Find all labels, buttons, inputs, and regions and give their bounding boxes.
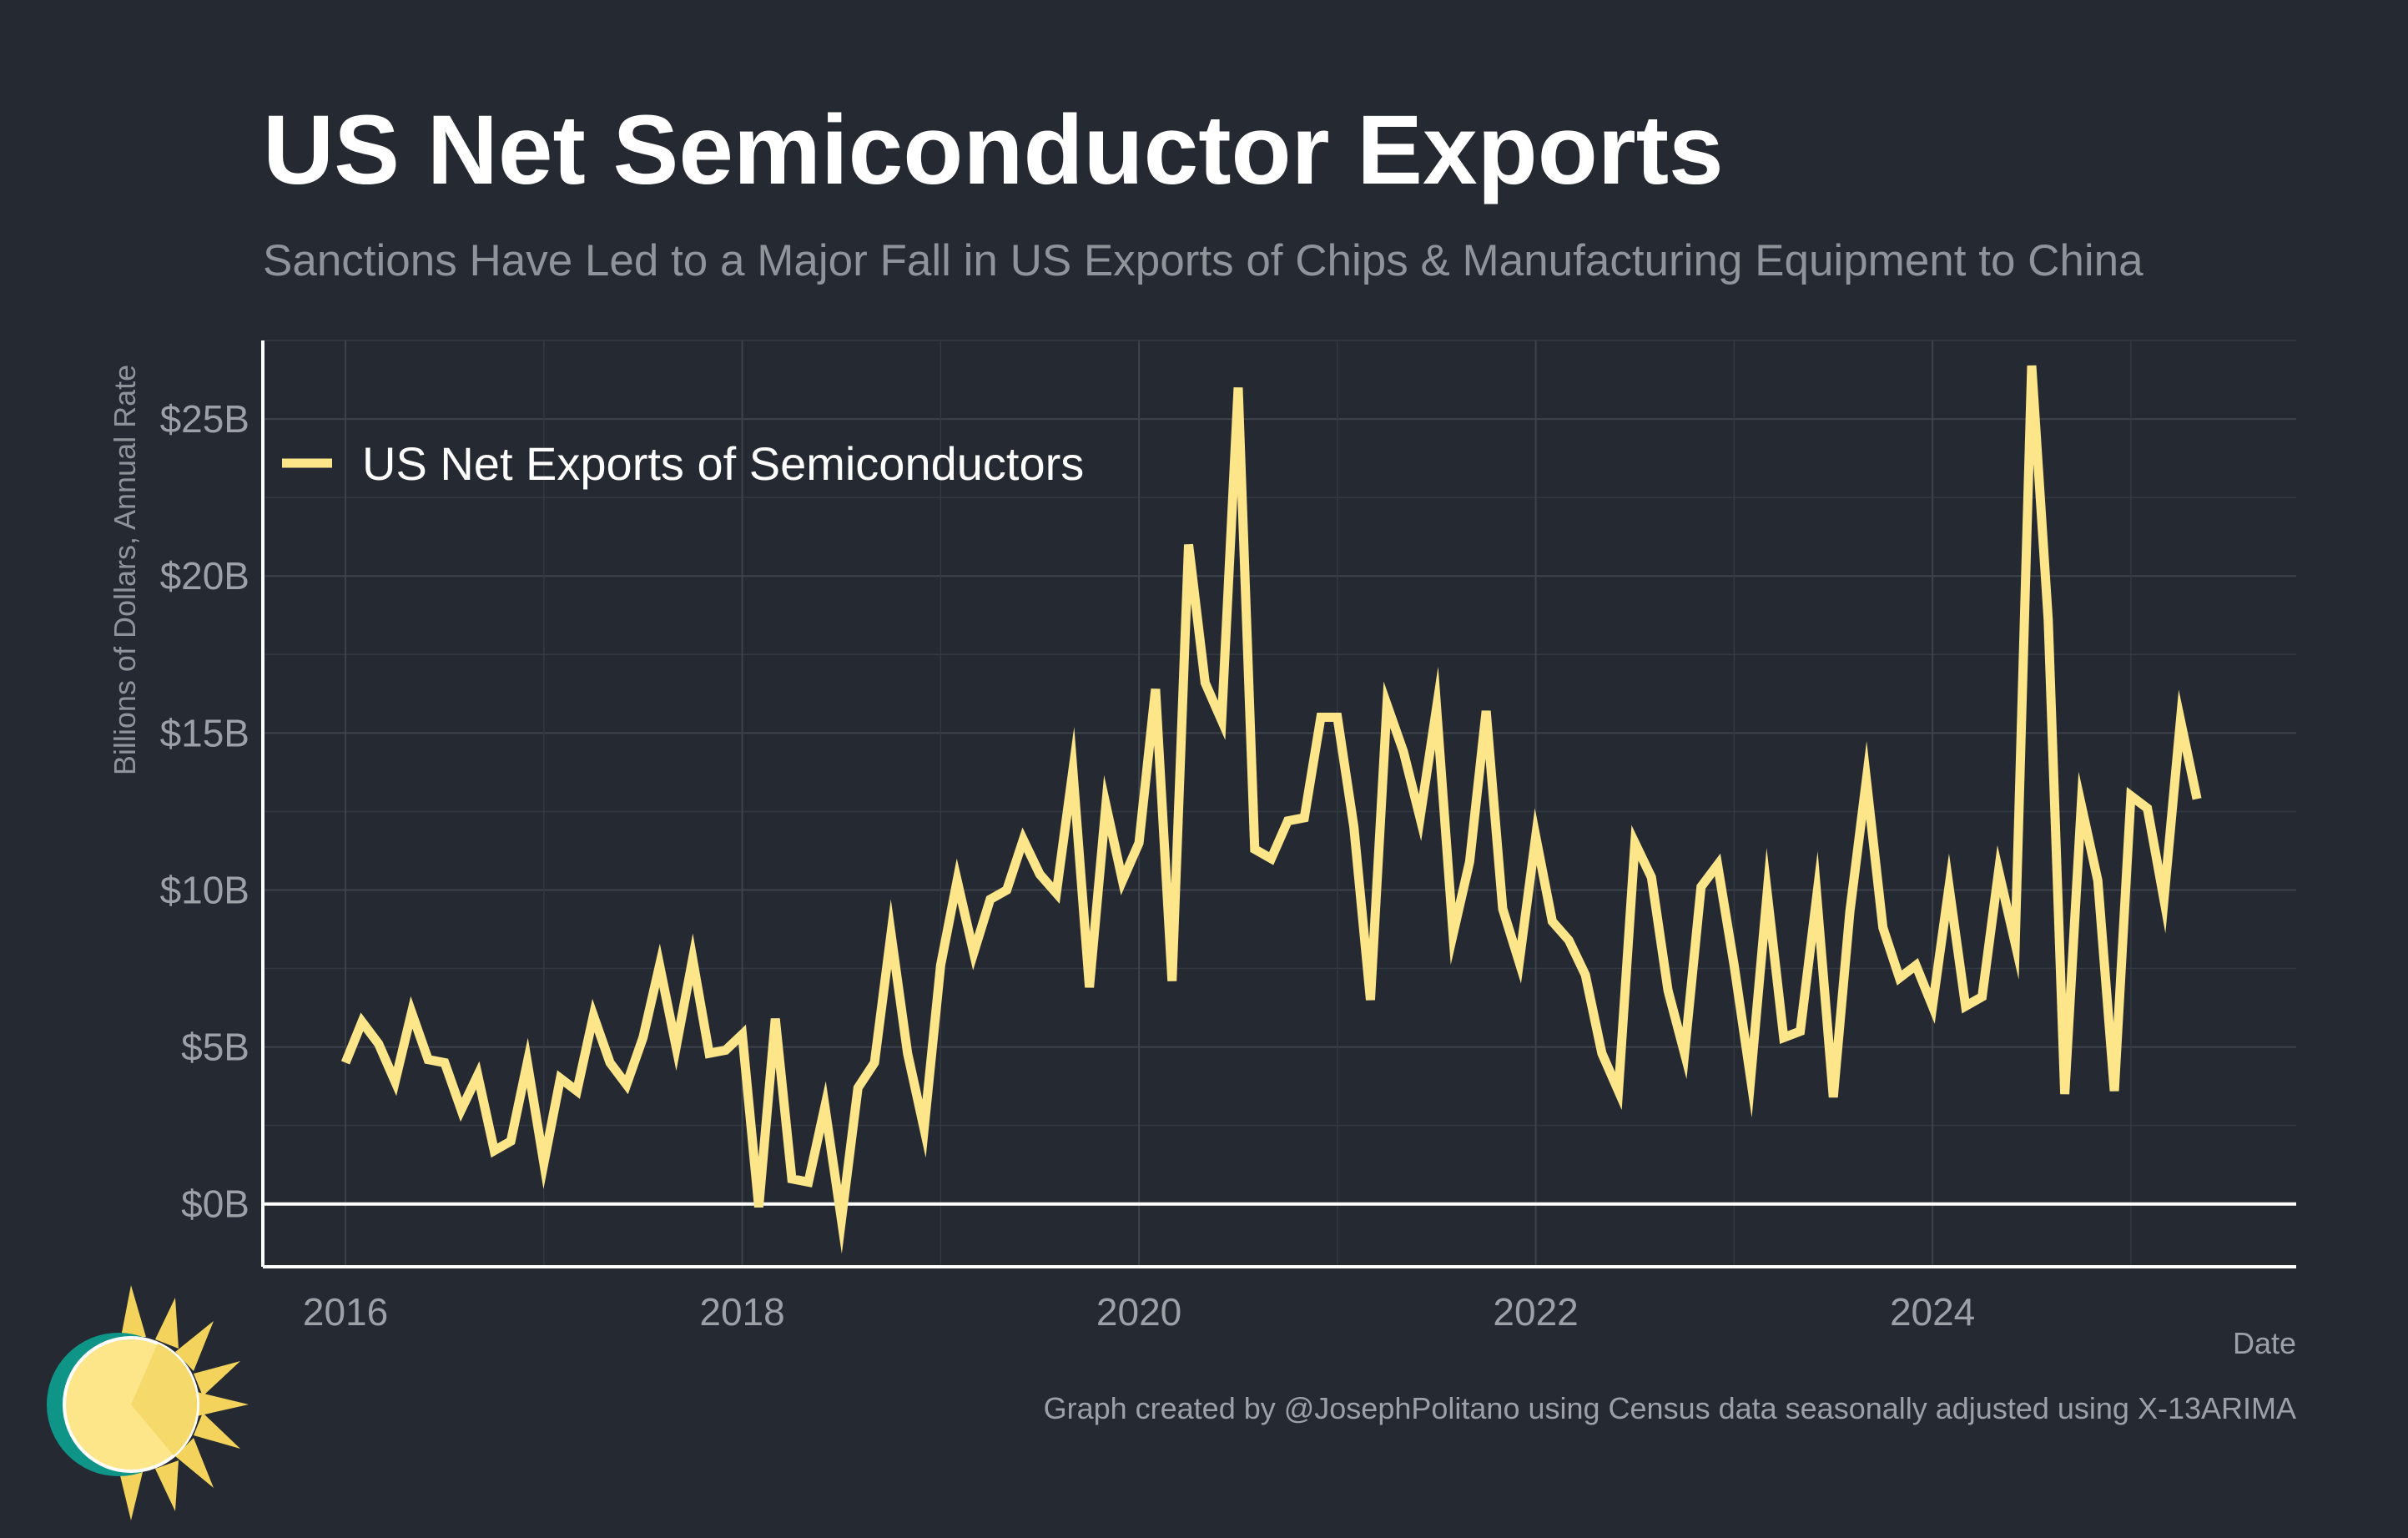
x-tick-label: 2018 (699, 1290, 784, 1334)
tick-labels: $0B $5B $10B $15B $20B $25B 2016 2018 2020 2022 20… (160, 397, 1976, 1334)
chart-title: US Net Semiconductor Exports (263, 95, 1724, 205)
x-tick-label: 2016 (303, 1290, 388, 1334)
chart-subtitle: Sanctions Have Led to a Major Fall in US… (263, 236, 2144, 285)
x-tick-label: 2024 (1890, 1290, 1975, 1334)
series-layer (340, 365, 2202, 1254)
caption: Graph created by @JosephPolitano using C… (1044, 1391, 2296, 1425)
y-tick-label: $25B (160, 397, 249, 441)
legend: US Net Exports of Semiconductors (282, 437, 1084, 490)
x-axis-title: Date (2233, 1326, 2296, 1360)
legend-label: US Net Exports of Semiconductors (362, 437, 1084, 490)
y-tick-label: $0B (181, 1182, 249, 1226)
y-tick-label: $5B (181, 1026, 249, 1069)
y-tick-label: $20B (160, 554, 249, 598)
axes (261, 340, 2296, 1268)
series-line-0 (340, 365, 2202, 1254)
y-axis-title: Billions of Dollars, Annual Rate (108, 365, 142, 775)
x-tick-label: 2022 (1493, 1290, 1578, 1334)
x-tick-label: 2020 (1096, 1290, 1181, 1334)
y-tick-label: $10B (160, 868, 249, 911)
y-tick-label: $15B (160, 711, 249, 754)
sun-logo-icon (47, 1285, 249, 1520)
gridlines (263, 340, 2296, 1267)
